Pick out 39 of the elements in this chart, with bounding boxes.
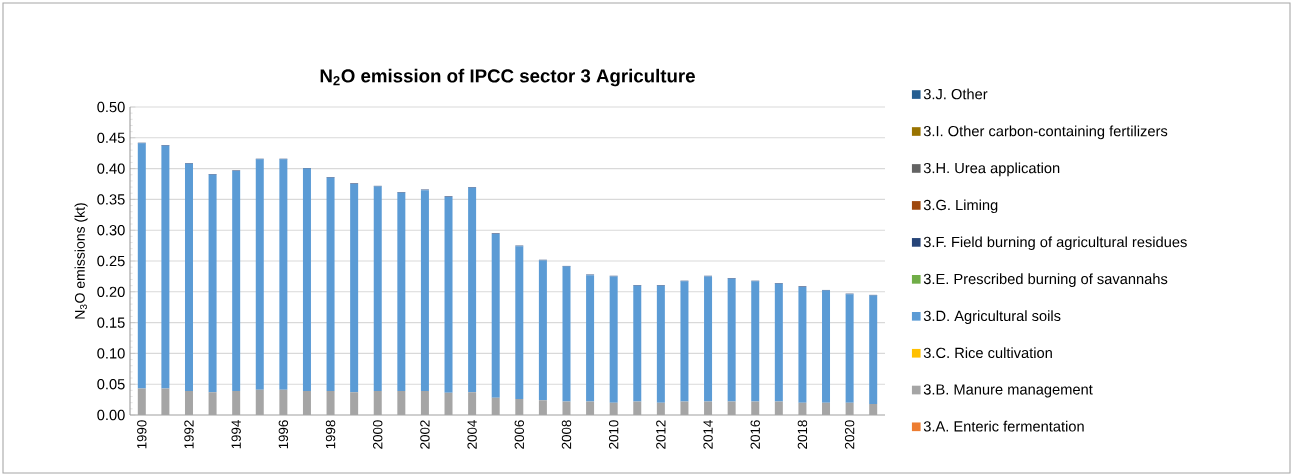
x-tick-label: 1998 bbox=[325, 420, 336, 449]
x-tick-label: 2004 bbox=[467, 420, 477, 449]
x-tick-label: 2008 bbox=[561, 420, 572, 449]
legend-label: 3.D. Agricultural soils bbox=[923, 310, 1061, 324]
legend-label: 3.E. Prescribed burning of savannahs bbox=[923, 273, 1168, 288]
y-tick-label: 0.15 bbox=[97, 317, 125, 328]
x-tick-label: 1990 bbox=[137, 420, 147, 449]
y-tick-label: 0.50 bbox=[97, 101, 125, 113]
x-tick-label: 2002 bbox=[420, 420, 430, 449]
legend-label: 3.F. Field burning of agricultural residues bbox=[923, 236, 1187, 251]
x-tick-label: 2010 bbox=[608, 420, 619, 449]
y-tick-label: 0.35 bbox=[97, 194, 125, 205]
chart-title: N$_{2}$O emission of IPCC sector 3 Agriculture bbox=[320, 68, 695, 87]
x-tick-label: 2016 bbox=[750, 420, 760, 449]
y-tick-label: 0.00 bbox=[97, 409, 125, 421]
x-tick-label: 2020 bbox=[844, 420, 855, 449]
x-tick-label: 1992 bbox=[184, 420, 194, 449]
x-tick-label: 2014 bbox=[703, 420, 713, 449]
legend-label: 3.G. Liming bbox=[923, 199, 998, 214]
x-tick-label: 1994 bbox=[231, 420, 241, 449]
x-tick-label: 2000 bbox=[373, 420, 383, 449]
y-tick-label: 0.25 bbox=[97, 255, 125, 267]
y-tick-label: 0.30 bbox=[97, 225, 125, 236]
legend-label: 3.B. Manure management bbox=[923, 384, 1093, 398]
y-axis-title: N$_{3}$O emissions (kt) bbox=[74, 203, 88, 319]
legend-label: 3.H. Urea application bbox=[923, 162, 1060, 177]
x-tick-label: 2018 bbox=[797, 420, 808, 449]
x-tick-label: 1996 bbox=[278, 420, 289, 449]
y-tick-label: 0.40 bbox=[97, 163, 125, 174]
legend-label: 3.I. Other carbon-containing fertilizers bbox=[923, 125, 1168, 140]
x-tick-label: 2012 bbox=[656, 420, 666, 449]
y-tick-label: 0.05 bbox=[97, 379, 125, 390]
y-tick-label: 0.20 bbox=[97, 286, 125, 297]
x-tick-label: 2006 bbox=[514, 420, 525, 449]
legend-label: 3.C. Rice cultivation bbox=[923, 347, 1052, 359]
y-tick-label: 0.10 bbox=[97, 348, 125, 359]
legend-label: 3.J. Other bbox=[923, 88, 988, 100]
y-tick-label: 0.45 bbox=[97, 132, 125, 143]
legend-label: 3.A. Enteric fermentation bbox=[923, 420, 1084, 432]
